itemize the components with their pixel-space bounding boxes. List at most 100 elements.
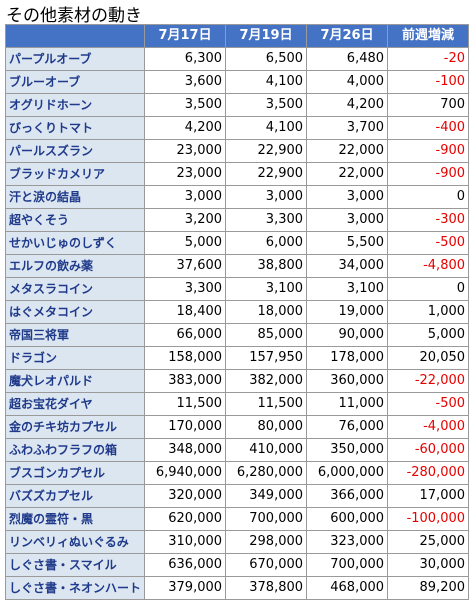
price-cell-date2: 157,950 — [225, 346, 308, 370]
price-cell-date2: 18,000 — [225, 300, 308, 324]
price-cell-date3: 323,000 — [306, 530, 389, 554]
price-cell-date2: 11,500 — [225, 392, 308, 416]
price-cell-date2: 4,100 — [225, 70, 308, 94]
price-cell-date1: 383,000 — [144, 369, 227, 393]
change-cell: 30,000 — [387, 553, 470, 577]
price-cell-date2: 3,000 — [225, 185, 308, 209]
price-cell-date1: 23,000 — [144, 139, 227, 163]
change-cell: -900 — [387, 139, 470, 163]
table-row: ブラッドカメリア 23,000 22,900 22,000 -900 — [4, 162, 470, 186]
price-cell-date1: 37,600 — [144, 254, 227, 278]
price-cell-date1: 3,600 — [144, 70, 227, 94]
price-cell-date2: 382,000 — [225, 369, 308, 393]
item-name-cell: 超お宝花ダイヤ — [4, 392, 146, 416]
change-cell: 700 — [387, 93, 470, 117]
table-row: しぐさ書・スマイル 636,000 670,000 700,000 30,000 — [4, 553, 470, 577]
price-cell-date2: 298,000 — [225, 530, 308, 554]
price-cell-date1: 11,500 — [144, 392, 227, 416]
item-name-cell: 烈魔の霊符・黒 — [4, 507, 146, 531]
price-cell-date3: 3,000 — [306, 185, 389, 209]
item-name-cell: せかいじゅのしずく — [4, 231, 146, 255]
price-cell-date1: 6,940,000 — [144, 461, 227, 485]
price-cell-date3: 22,000 — [306, 162, 389, 186]
change-cell: 20,050 — [387, 346, 470, 370]
header-cell-date3: 7月26日 — [306, 24, 389, 48]
header-cell-date2: 7月19日 — [225, 24, 308, 48]
table-row: 魔犬レオパルド 383,000 382,000 360,000 -22,000 — [4, 369, 470, 393]
price-cell-date2: 38,800 — [225, 254, 308, 278]
price-cell-date2: 80,000 — [225, 415, 308, 439]
table-row: ブスゴンカプセル 6,940,000 6,280,000 6,000,000 -280,… — [4, 461, 470, 485]
table-row: せかいじゅのしずく 5,000 6,000 5,500 -500 — [4, 231, 470, 255]
price-cell-date3: 4,200 — [306, 93, 389, 117]
price-cell-date1: 4,200 — [144, 116, 227, 140]
item-name-cell: メタスラコイン — [4, 277, 146, 301]
table-row: 汗と涙の結晶 3,000 3,000 3,000 0 — [4, 185, 470, 209]
table-row: 超お宝花ダイヤ 11,500 11,500 11,000 -500 — [4, 392, 470, 416]
price-cell-date1: 320,000 — [144, 484, 227, 508]
table-row: オグリドホーン 3,500 3,500 4,200 700 — [4, 93, 470, 117]
table-row: 烈魔の霊符・黒 620,000 700,000 600,000 -100,000 — [4, 507, 470, 531]
change-cell: -4,800 — [387, 254, 470, 278]
price-cell-date1: 3,000 — [144, 185, 227, 209]
item-name-cell: 帝国三将軍 — [4, 323, 146, 347]
item-name-cell: 汗と涙の結晶 — [4, 185, 146, 209]
item-name-cell: びっくりトマト — [4, 116, 146, 140]
price-cell-date1: 3,300 — [144, 277, 227, 301]
price-cell-date3: 11,000 — [306, 392, 389, 416]
header-cell-item — [4, 24, 146, 48]
price-cell-date1: 66,000 — [144, 323, 227, 347]
change-cell: 1,000 — [387, 300, 470, 324]
change-cell: -500 — [387, 231, 470, 255]
price-cell-date2: 3,500 — [225, 93, 308, 117]
table-row: はぐメタコイン 18,400 18,000 19,000 1,000 — [4, 300, 470, 324]
item-name-cell: エルフの飲み薬 — [4, 254, 146, 278]
item-name-cell: オグリドホーン — [4, 93, 146, 117]
price-cell-date1: 620,000 — [144, 507, 227, 531]
price-cell-date3: 600,000 — [306, 507, 389, 531]
change-cell: -100 — [387, 70, 470, 94]
change-cell: -100,000 — [387, 507, 470, 531]
price-cell-date1: 379,000 — [144, 576, 227, 600]
price-cell-date3: 22,000 — [306, 139, 389, 163]
price-cell-date2: 6,500 — [225, 47, 308, 71]
change-cell: 0 — [387, 185, 470, 209]
item-name-cell: ブスゴンカプセル — [4, 461, 146, 485]
price-cell-date2: 3,300 — [225, 208, 308, 232]
price-cell-date1: 5,000 — [144, 231, 227, 255]
price-cell-date2: 378,800 — [225, 576, 308, 600]
price-cell-date1: 3,500 — [144, 93, 227, 117]
item-name-cell: 超やくそう — [4, 208, 146, 232]
price-cell-date1: 170,000 — [144, 415, 227, 439]
item-name-cell: はぐメタコイン — [4, 300, 146, 324]
change-cell: 25,000 — [387, 530, 470, 554]
change-cell: -22,000 — [387, 369, 470, 393]
price-cell-date3: 5,500 — [306, 231, 389, 255]
table-row: ブルーオーブ 3,600 4,100 4,000 -100 — [4, 70, 470, 94]
change-cell: -500 — [387, 392, 470, 416]
item-name-cell: しぐさ書・ネオンハート — [4, 576, 146, 600]
table-row: しぐさ書・ネオンハート 379,000 378,800 468,000 89,200 — [4, 576, 470, 600]
price-cell-date3: 6,480 — [306, 47, 389, 71]
price-cell-date3: 468,000 — [306, 576, 389, 600]
change-cell: -4,000 — [387, 415, 470, 439]
item-name-cell: リンベリィぬいぐるみ — [4, 530, 146, 554]
table-row: エルフの飲み薬 37,600 38,800 34,000 -4,800 — [4, 254, 470, 278]
change-cell: 17,000 — [387, 484, 470, 508]
price-cell-date2: 22,900 — [225, 139, 308, 163]
price-cell-date1: 18,400 — [144, 300, 227, 324]
item-name-cell: ふわふわフラフの箱 — [4, 438, 146, 462]
change-cell: 0 — [387, 277, 470, 301]
price-cell-date2: 6,280,000 — [225, 461, 308, 485]
table-row: パールスズラン 23,000 22,900 22,000 -900 — [4, 139, 470, 163]
price-cell-date2: 410,000 — [225, 438, 308, 462]
item-name-cell: 金のチキ坊カプセル — [4, 415, 146, 439]
change-cell: -300 — [387, 208, 470, 232]
price-cell-date3: 3,700 — [306, 116, 389, 140]
price-cell-date2: 22,900 — [225, 162, 308, 186]
change-cell: 5,000 — [387, 323, 470, 347]
price-cell-date3: 366,000 — [306, 484, 389, 508]
header-cell-date1: 7月17日 — [144, 24, 227, 48]
price-cell-date1: 158,000 — [144, 346, 227, 370]
table-row: びっくりトマト 4,200 4,100 3,700 -400 — [4, 116, 470, 140]
